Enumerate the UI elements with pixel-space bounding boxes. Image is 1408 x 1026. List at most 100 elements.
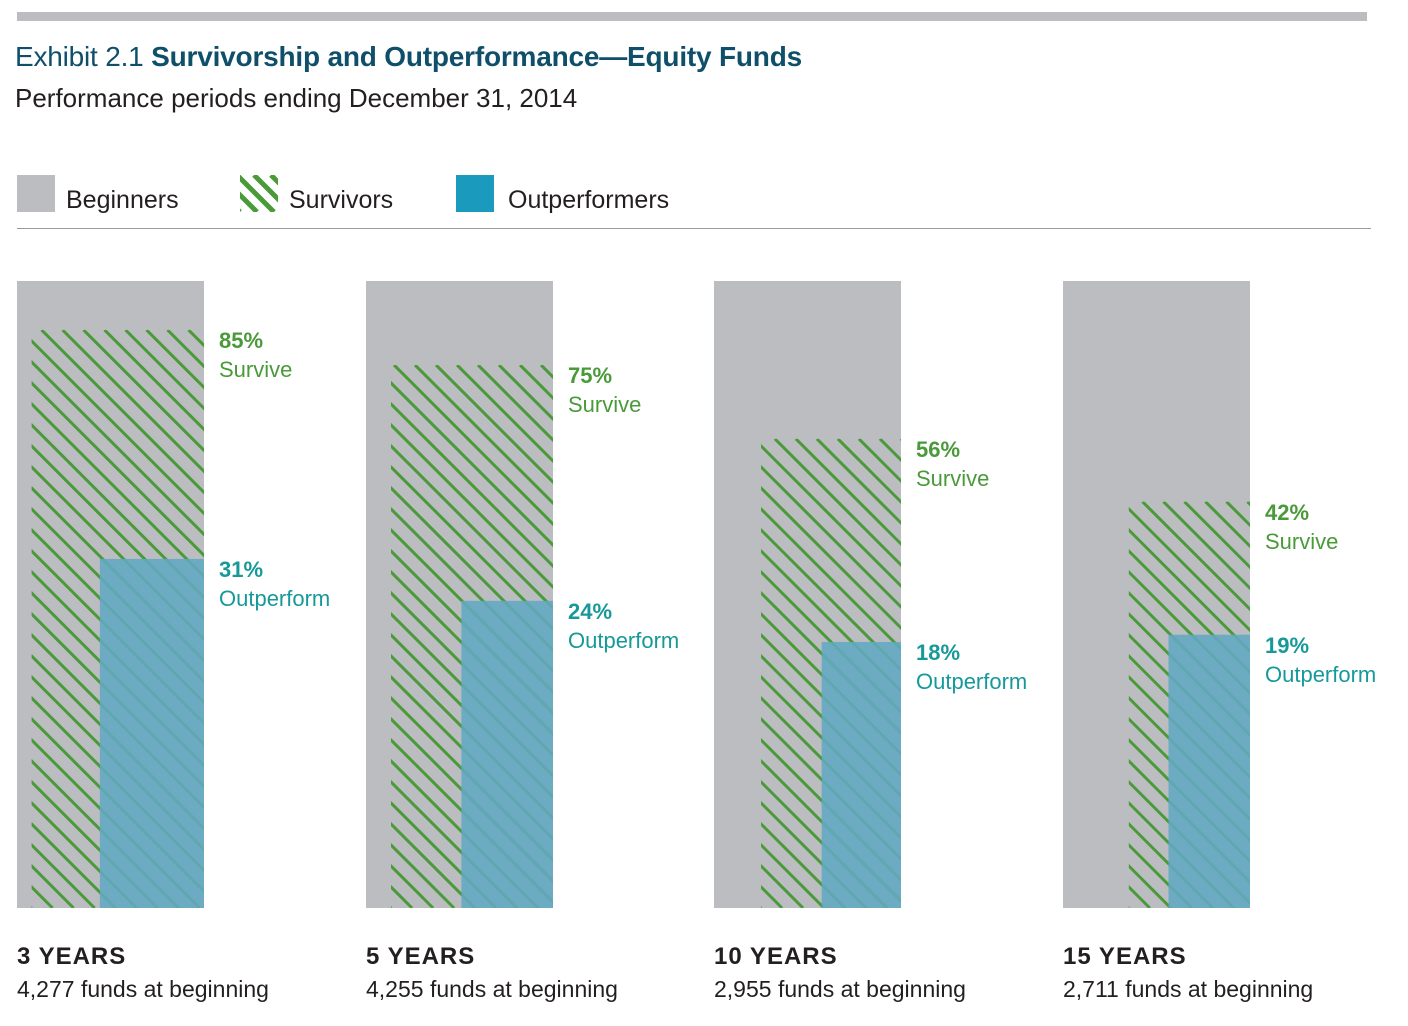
hatch-line [1128, 527, 1251, 654]
survive-value: 42% [1265, 499, 1310, 525]
hatch-line [391, 758, 540, 908]
hatch-line [269, 175, 278, 186]
legend-swatch-beginners [17, 175, 55, 212]
chart-title-text: Survivorship and Outperformance—Equity F… [151, 41, 802, 72]
hatch-line [1141, 501, 1251, 612]
hatch-line [82, 329, 205, 453]
hatch-line [761, 800, 868, 908]
period-label: 15 YEARS [1063, 943, 1187, 970]
hatch-line [761, 464, 901, 610]
hatch-line [761, 653, 901, 799]
hatch-line [391, 569, 553, 737]
hatch-line [31, 800, 138, 908]
hatch-line [1128, 506, 1251, 633]
legend-label-survivors: Survivors [289, 186, 394, 214]
top-rule [17, 12, 1367, 21]
outperform-value: 18% [916, 639, 961, 665]
hatch-line [815, 438, 901, 526]
hatch-line [391, 779, 519, 908]
outperform-value: 19% [1265, 632, 1310, 658]
hatch-line [1289, 502, 1408, 908]
hatch-line [31, 338, 205, 516]
hatch-line [1246, 501, 1251, 507]
bar-outperformers [99, 558, 204, 908]
hatch-line [761, 779, 889, 908]
hatch-line [1394, 502, 1408, 908]
outperform-value: 24% [568, 598, 613, 624]
hatch-line [391, 380, 553, 548]
survive-value: 56% [916, 436, 961, 462]
chart-subtitle: Performance periods ending December 31, … [15, 83, 578, 113]
bar-outperformers [1168, 634, 1250, 908]
hatch-line [413, 365, 553, 506]
chart-title: Exhibit 2.1 Survivorship and Outperforma… [15, 41, 802, 73]
hatch-line [391, 401, 553, 569]
hatch-line [61, 329, 205, 474]
exhibit-number: Exhibit 2.1 [15, 41, 144, 72]
legend-swatch-outperformers [456, 175, 494, 212]
hatch-line [761, 506, 901, 652]
hatch-line [392, 365, 553, 527]
hatch-line [761, 443, 901, 589]
legend-label-outperformers: Outperformers [508, 186, 670, 214]
survive-value: 75% [568, 363, 613, 388]
survive-caption: Survive [916, 465, 990, 491]
hatch-line [794, 438, 901, 547]
hatch-line [31, 758, 180, 908]
hatch-line [31, 569, 205, 747]
hatch-line [240, 175, 276, 212]
hatch-line [761, 821, 847, 908]
hatch-line [31, 401, 205, 579]
survive-value: 85% [219, 327, 264, 353]
hatch-line [1162, 501, 1251, 591]
hatch-line [240, 191, 259, 212]
hatch-line [1128, 548, 1251, 675]
bar-group [366, 281, 553, 908]
hatch-line [1128, 695, 1251, 822]
hatch-line [1331, 502, 1408, 908]
bar-outperformers [821, 641, 901, 908]
hatch-line [31, 380, 205, 558]
funds-at-beginning: 2,955 funds at beginning [714, 976, 966, 1002]
hatch-line [761, 485, 901, 631]
hatch-line [31, 590, 205, 768]
hatch-line [40, 329, 205, 495]
hatch-line [391, 422, 553, 590]
outperform-caption: Outperform [916, 668, 1028, 694]
hatch-line [31, 359, 205, 537]
hatch-line [434, 365, 553, 485]
survive-caption: Survive [1265, 528, 1339, 554]
hatch-line [1268, 502, 1408, 908]
period-label: 3 YEARS [17, 943, 127, 970]
hatch-line [31, 422, 205, 600]
hatch-line [773, 438, 901, 568]
legend-swatch-survivors [240, 175, 278, 212]
legend-divider [17, 228, 1371, 229]
hatch-line [391, 611, 553, 779]
bar-group [714, 281, 901, 908]
outperform-caption: Outperform [219, 585, 331, 611]
hatch-line [31, 779, 159, 908]
survive-caption: Survive [568, 392, 642, 417]
hatch-line [1225, 501, 1251, 528]
hatch-line [1310, 502, 1408, 908]
hatch-line [391, 632, 553, 800]
bar-group [1063, 281, 1408, 908]
hatch-line [391, 800, 498, 908]
survive-caption: Survive [219, 356, 293, 382]
outperform-caption: Outperform [568, 627, 680, 653]
hatch-line [1128, 800, 1235, 908]
hatch-line [391, 590, 553, 758]
funds-at-beginning: 4,277 funds at beginning [17, 976, 269, 1002]
outperform-value: 31% [219, 556, 264, 582]
bar-group [17, 281, 205, 908]
hatch-line [252, 175, 278, 203]
legend-label-beginners: Beginners [66, 186, 179, 214]
bar-outperformers [461, 600, 553, 908]
hatch-line [31, 548, 205, 726]
funds-at-beginning: 4,255 funds at beginning [366, 976, 618, 1002]
hatch-line [1128, 821, 1214, 908]
hatch-line [1128, 674, 1251, 801]
outperform-caption: Outperform [1265, 661, 1377, 687]
